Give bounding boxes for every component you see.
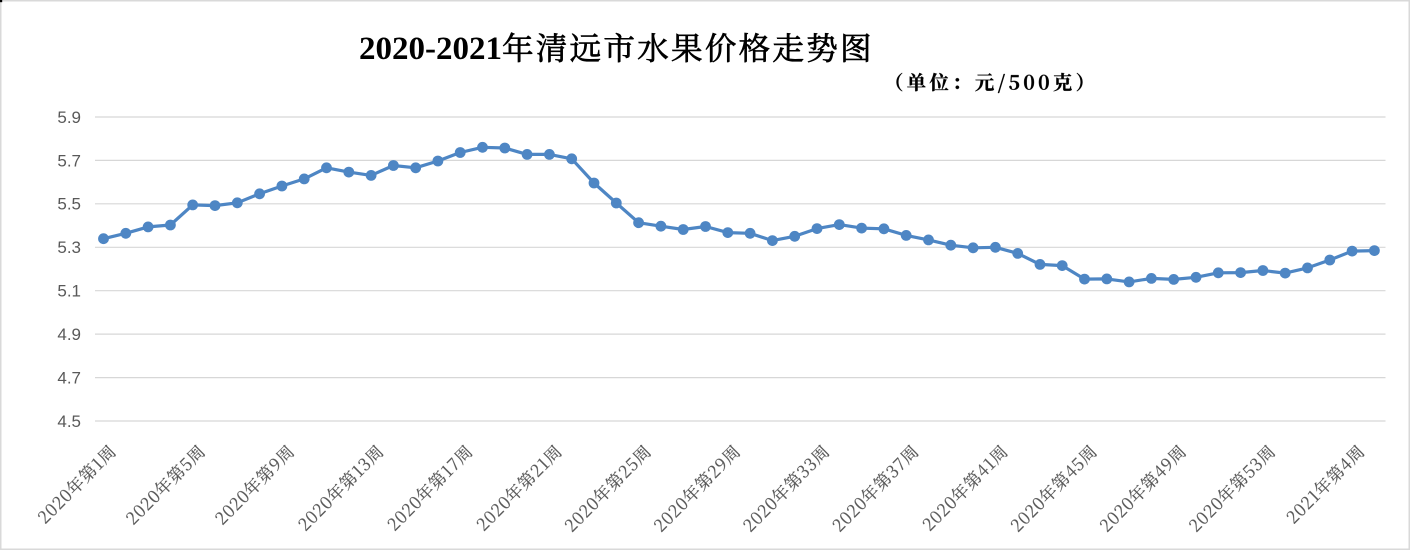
svg-text:5.9: 5.9 [57,108,81,127]
svg-text:5.1: 5.1 [57,282,81,301]
svg-text:5.7: 5.7 [57,151,81,170]
svg-text:4.9: 4.9 [57,325,81,344]
svg-text:5.3: 5.3 [57,238,81,257]
svg-text:2020-2021: 2020-2021 [359,31,502,67]
svg-text:4.7: 4.7 [57,369,81,388]
svg-text:5.5: 5.5 [57,195,81,214]
svg-text:4.5: 4.5 [57,412,81,431]
